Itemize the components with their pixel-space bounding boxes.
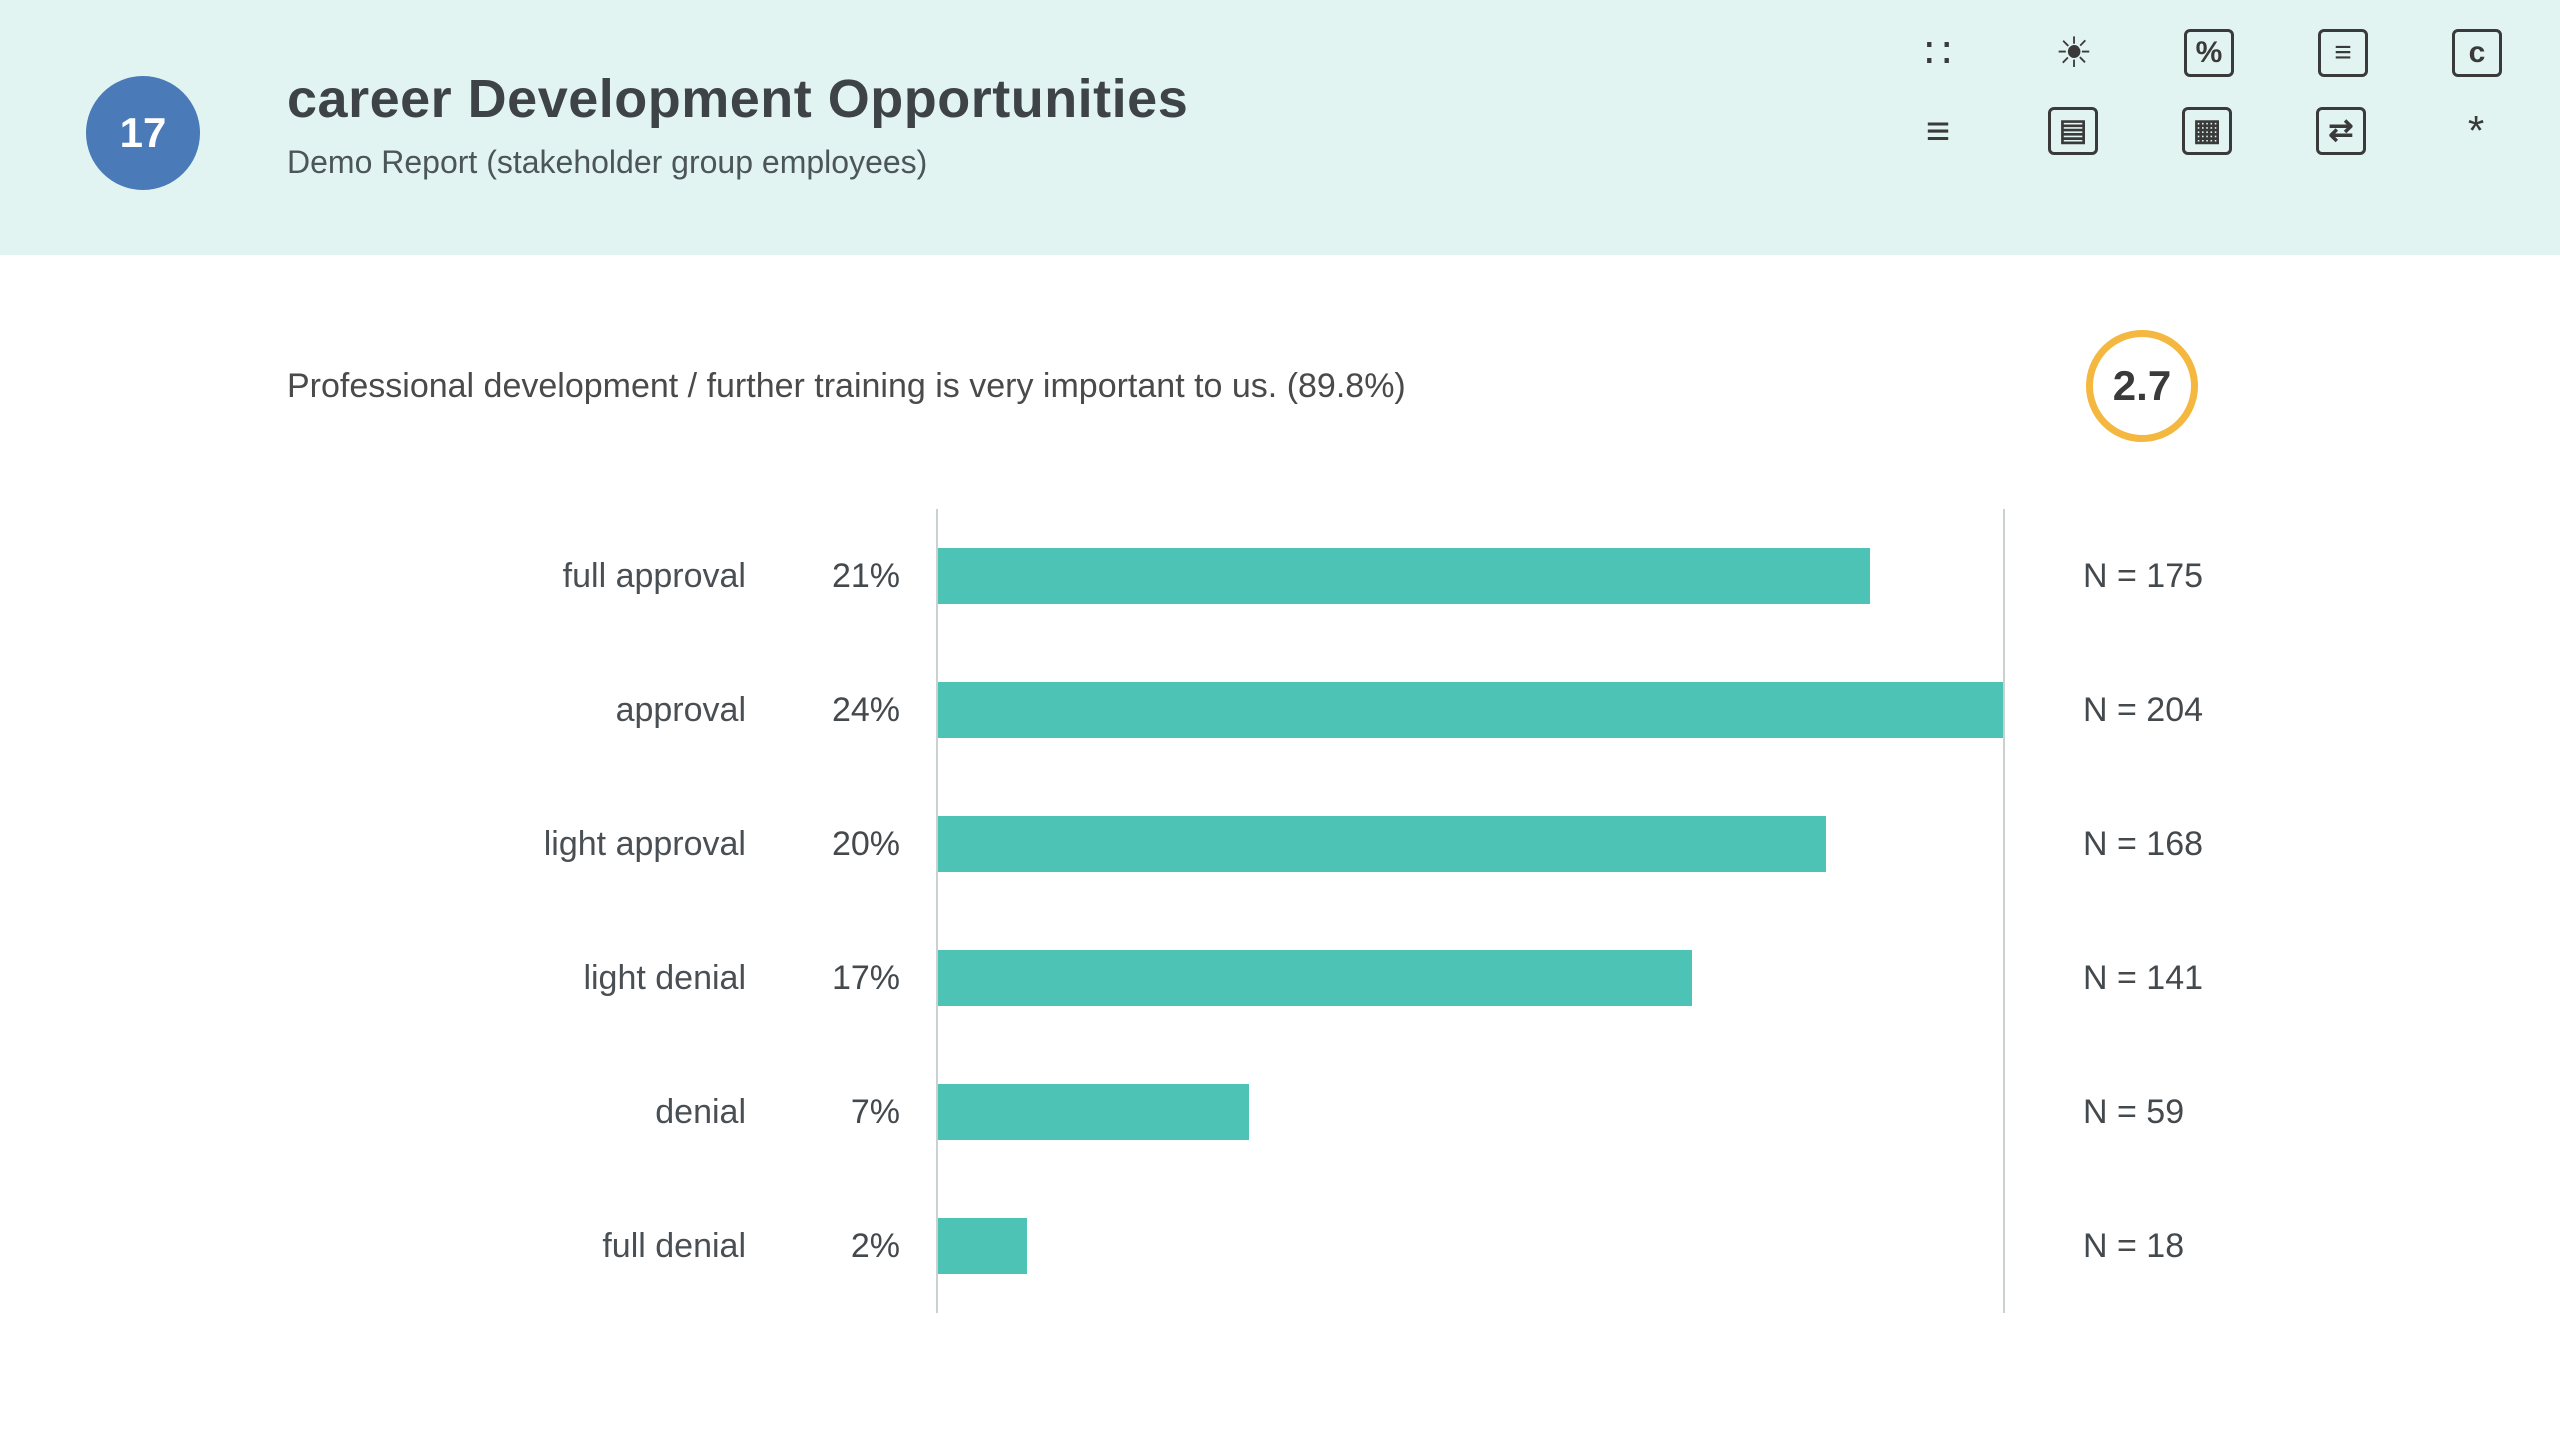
export-icon[interactable]: ⇄ <box>2316 107 2366 155</box>
report-header: 17 career Development Opportunities Demo… <box>0 0 2560 255</box>
toolbar-row-1: ∷ ☀% ≡ c <box>1912 28 2502 78</box>
category-label: full approval <box>562 556 746 595</box>
value-label: 20% <box>831 824 900 863</box>
bar-track <box>936 777 2005 911</box>
dashboard-icon[interactable]: ∷ <box>1924 29 1952 76</box>
spacer <box>900 1045 936 1179</box>
spacer <box>900 911 936 1045</box>
bar[interactable] <box>938 816 1826 872</box>
n-label: N = 18 <box>2083 1226 2185 1265</box>
question-text: Professional development / further train… <box>287 366 1406 405</box>
spacer <box>2005 777 2083 911</box>
bar[interactable] <box>938 548 1870 604</box>
score-badge: 2.7 <box>2086 330 2198 442</box>
slide-number-badge: 17 <box>86 76 200 190</box>
page-title: career Development Opportunities <box>287 69 1189 129</box>
bar[interactable] <box>938 1218 1027 1274</box>
sun-icon[interactable]: ☀ <box>2055 29 2093 76</box>
bar[interactable] <box>938 682 2003 738</box>
bar[interactable] <box>938 1084 1249 1140</box>
n-label: N = 141 <box>2083 958 2204 997</box>
value-label: 7% <box>850 1092 900 1131</box>
value-label: 21% <box>831 556 900 595</box>
bar-chart: full approval 21% N = 175 approval 24% N = 20… <box>0 509 2560 1313</box>
spacer <box>900 643 936 777</box>
value-label: 24% <box>831 690 900 729</box>
spacer <box>900 1179 936 1313</box>
category-label: light denial <box>583 958 746 997</box>
bar-track <box>936 1045 2005 1179</box>
document-icon[interactable]: ▤ <box>2048 107 2098 155</box>
n-label: N = 59 <box>2083 1092 2185 1131</box>
n-label: N = 168 <box>2083 824 2204 863</box>
table-icon[interactable]: ▦ <box>2182 107 2232 155</box>
c-icon[interactable]: c <box>2452 29 2502 77</box>
page-subtitle: Demo Report (stakeholder group employees… <box>287 144 928 180</box>
spacer <box>2005 1179 2083 1313</box>
bar[interactable] <box>938 950 1693 1006</box>
category-label: approval <box>615 690 746 729</box>
n-label: N = 175 <box>2083 556 2204 595</box>
spacer <box>2005 643 2083 777</box>
slide-number: 17 <box>119 109 167 156</box>
value-label: 2% <box>850 1226 900 1265</box>
title-block: career Development Opportunities Demo Re… <box>287 68 1188 181</box>
spacer <box>900 777 936 911</box>
bar-track <box>936 1179 2005 1313</box>
bar-track <box>936 509 2005 643</box>
n-label: N = 204 <box>2083 690 2204 729</box>
question-row: Professional development / further train… <box>287 330 2198 442</box>
value-label: 17% <box>831 958 900 997</box>
spacer <box>2005 911 2083 1045</box>
percent-icon[interactable]: % <box>2184 29 2234 77</box>
bar-track <box>936 911 2005 1045</box>
align-left-icon[interactable]: ≡ <box>1925 107 1951 154</box>
list-box-icon[interactable]: ≡ <box>2318 29 2368 77</box>
toolbar-row-2: ≡ ▤ ▦ ⇄ * <box>1912 106 2502 156</box>
toolbar: ∷ ☀% ≡ c ≡ ▤ ▦ ⇄ * <box>1912 28 2502 156</box>
spacer <box>2005 509 2083 643</box>
score-value: 2.7 <box>2112 362 2172 409</box>
spacer <box>2005 1045 2083 1179</box>
spacer <box>900 509 936 643</box>
bar-track <box>936 643 2005 777</box>
category-label: denial <box>655 1092 746 1131</box>
category-label: full denial <box>602 1226 746 1265</box>
asterisk-icon[interactable]: * <box>2467 107 2485 154</box>
category-label: light approval <box>543 824 746 863</box>
